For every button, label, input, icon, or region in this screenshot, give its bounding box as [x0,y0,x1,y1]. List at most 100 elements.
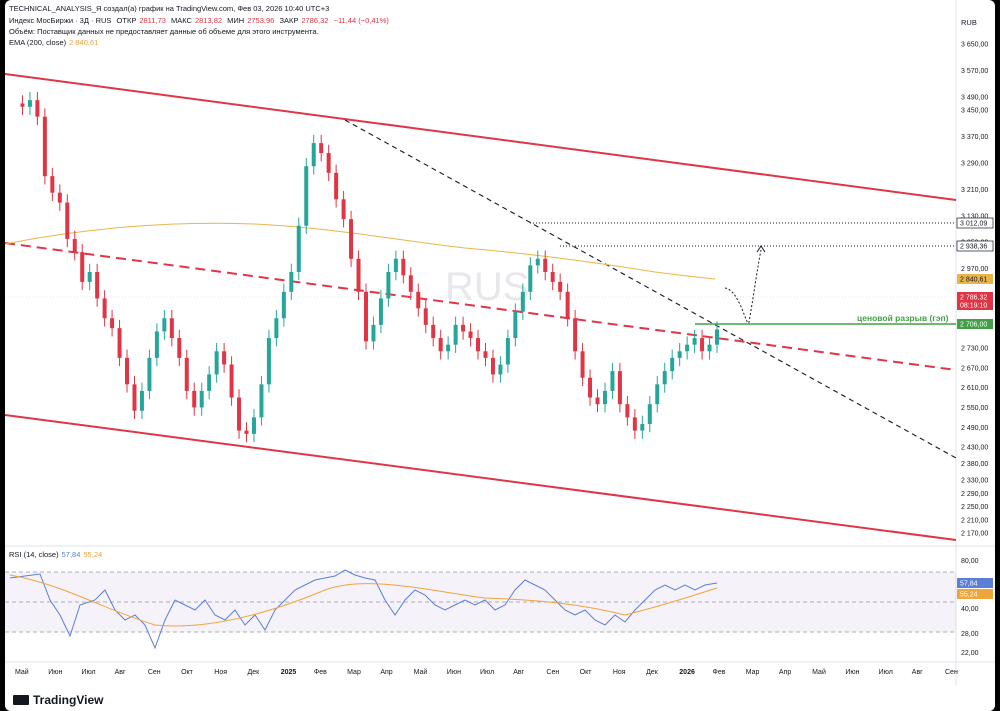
channel-lower-line [5,414,957,541]
rsi-ma-line [9,574,718,627]
price-tick-label: 2 170,00 [961,531,988,538]
candle-body [304,166,309,226]
candle-body [65,202,70,239]
candle-body [154,331,159,358]
candle-body [311,143,316,167]
price-tick-label: 2 730,00 [961,345,988,352]
candle-body [700,338,705,352]
price-tick-label: 2 210,00 [961,517,988,524]
candle-body [259,384,264,418]
time-tick-label: Окт [181,669,194,676]
chart-canvas[interactable]: RUS 3 650,00 3 570,00 3 490,00 3 450,00 3 370… [5,0,995,711]
price-label-box [957,274,993,284]
price-label: 3 012,09 [960,221,987,228]
candle-body [42,116,47,177]
candles-group [20,91,719,443]
time-tick-label: Мар [347,669,361,676]
candle-body [341,199,346,220]
candle-body [35,100,40,117]
candle-body [565,291,570,319]
candle-body [319,143,324,154]
candle-body [177,338,182,358]
candle-body [550,271,555,282]
candle-body [535,258,540,266]
currency-label: RUB [961,18,977,27]
candle-body [670,357,675,372]
time-tick-label: Май [812,668,826,676]
candle-body [625,404,630,418]
candle-body [416,291,421,309]
candle-body [438,338,443,352]
candle-body [266,338,271,385]
candle-body [364,291,368,342]
candle-body [349,219,354,259]
candle-body [647,404,652,424]
tradingview-logo[interactable]: TradingView [13,693,103,707]
time-tick-label: Май [414,668,428,676]
rsi-tick-label: 40,00 [961,606,979,613]
candle-body [229,364,234,398]
time-tick-label: Июн [48,669,62,676]
price-tick-label: 2 550,00 [961,405,988,412]
time-tick-label: Апр [380,669,392,676]
time-tick-label: Ноя [214,669,227,676]
candle-body [431,324,436,339]
candle-body [207,374,212,391]
time-tick-label: Сен [546,669,559,676]
price-tick-label: 3 450,00 [961,108,988,115]
candle-body [640,423,645,431]
candle-body [110,318,115,329]
time-tick-label: 2025 [281,669,297,676]
candle-body [632,417,637,431]
candle-body [102,298,107,319]
price-label: 2 786,32 [960,295,987,302]
chart-panel[interactable]: RUS 3 650,00 3 570,00 3 490,00 3 450,00 3 370… [5,0,995,711]
candle-body [199,390,204,408]
candle-body [289,271,294,292]
price-tick-label: 2 970,00 [961,266,988,273]
candle-body [707,344,712,352]
candle-body [505,338,510,365]
candle-body [378,298,383,325]
candle-body [573,318,578,352]
candle-body [296,225,301,272]
price-tick-label: 2 490,00 [961,425,988,432]
candle-body [662,371,667,385]
price-tick-label: 2 250,00 [961,504,988,511]
candle-body [125,357,130,385]
candle-body [483,351,488,358]
candle-body [423,308,428,325]
candle-body [595,397,600,405]
time-tick-label: Авг [513,669,524,676]
time-tick-label: Сен [148,669,161,676]
rsi-tick-label: 28,00 [961,631,979,638]
price-tick-label: 3 210,00 [961,187,988,194]
candle-body [192,390,197,408]
candle-body [610,371,615,391]
candle-body [356,258,361,292]
time-tick-label: Ноя [613,669,626,676]
candle-body [50,176,55,193]
candle-body [95,271,100,299]
candle-body [244,430,249,434]
ema-legend[interactable]: EMA (200, close) 2 840,61 [9,38,99,47]
candle-body [169,318,174,339]
gap-annotation: ценовой разрыв (гэп) [857,313,949,323]
price-tick-label: 2 430,00 [961,445,988,452]
candle-body [393,258,398,272]
candle-body [214,351,219,375]
time-tick-label: Май [15,668,29,676]
price-tick-label: 3 130,00 [961,213,988,220]
forecast-arrowhead [756,245,766,253]
candle-body [371,324,376,342]
forecast-path [724,249,762,324]
candle-body [468,331,473,339]
candle-body [617,371,622,405]
watermark: RUS [445,265,529,309]
price-label: 2 706,00 [960,322,987,329]
time-tick-label: 2026 [679,669,695,676]
candle-body [87,271,92,282]
footer: TradingView [5,687,995,711]
rsi-legend[interactable]: RSI (14, close) 57,84 55,24 [9,550,103,559]
candle-body [446,344,451,352]
